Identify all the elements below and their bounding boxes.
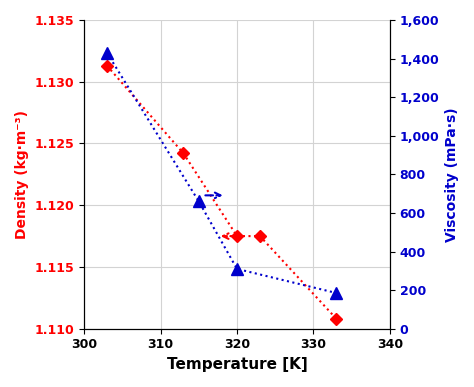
Y-axis label: Density (kg·m⁻³): Density (kg·m⁻³) bbox=[15, 110, 29, 239]
X-axis label: Temperature [K]: Temperature [K] bbox=[167, 357, 307, 372]
Y-axis label: Viscosity (mPa·s): Viscosity (mPa·s) bbox=[445, 107, 459, 241]
